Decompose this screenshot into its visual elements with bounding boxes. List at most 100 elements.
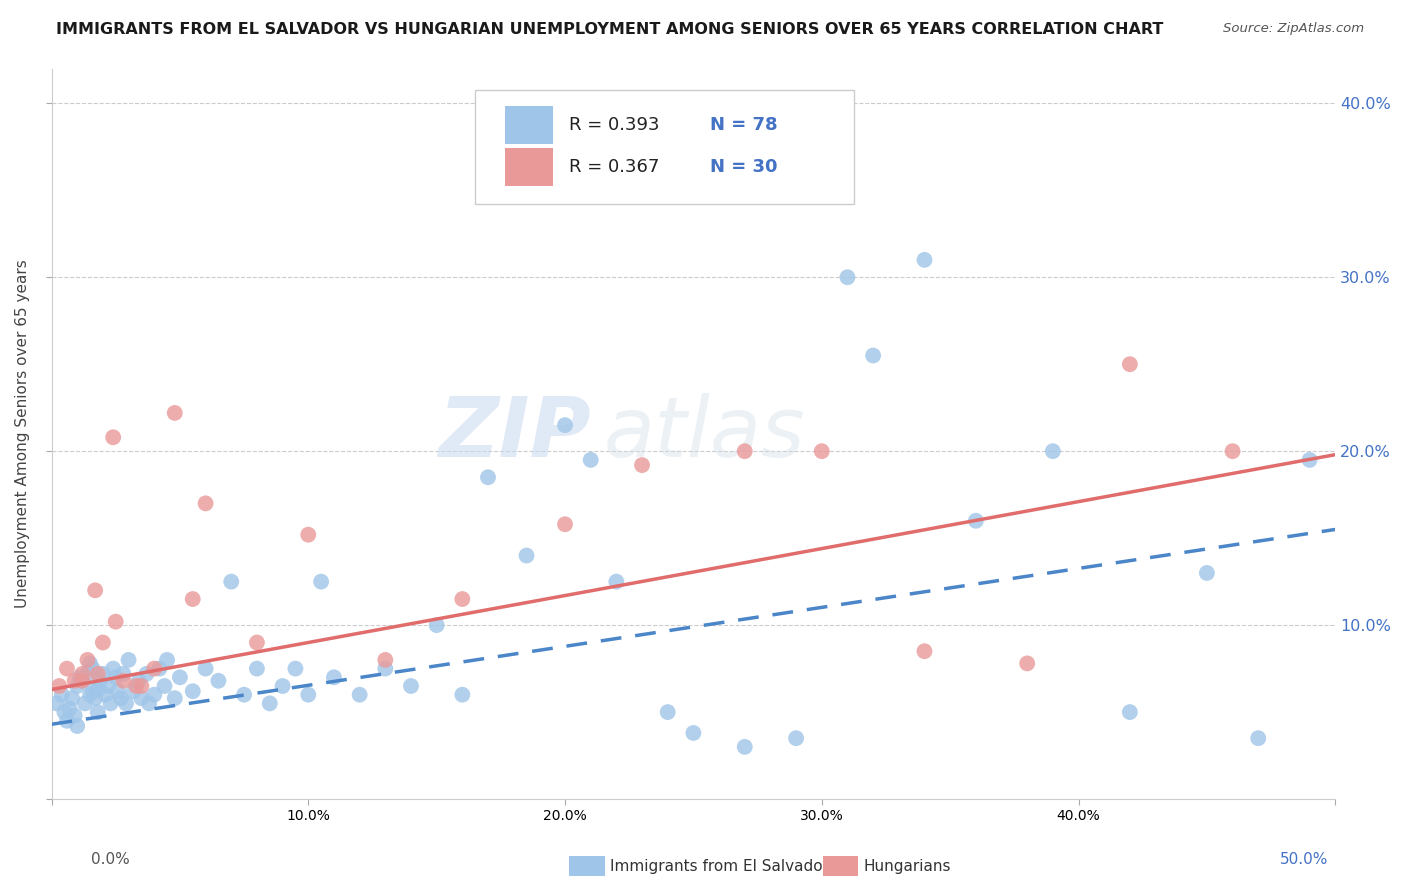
Point [554, 418, 576, 433]
Point [734, 739, 756, 754]
Point [101, 430, 124, 444]
Point [1119, 357, 1142, 371]
Point [79, 688, 101, 702]
Point [399, 679, 422, 693]
Point [682, 726, 704, 740]
Text: Hungarians: Hungarians [863, 859, 950, 873]
Point [84, 691, 107, 706]
Text: Source: ZipAtlas.com: Source: ZipAtlas.com [1223, 22, 1364, 36]
Point [233, 688, 256, 702]
Text: Immigrants from El Salvador: Immigrants from El Salvador [610, 859, 830, 873]
Point [349, 688, 371, 702]
Text: R = 0.393: R = 0.393 [569, 116, 659, 134]
Point [66, 719, 89, 733]
Y-axis label: Unemployment Among Seniors over 65 years: Unemployment Among Seniors over 65 years [15, 260, 30, 608]
Point [125, 679, 148, 693]
Point [104, 670, 127, 684]
Point [97, 679, 120, 693]
Point [73, 697, 96, 711]
Point [374, 653, 396, 667]
Point [297, 527, 319, 541]
Point [100, 697, 122, 711]
Point [153, 679, 176, 693]
Point [862, 349, 884, 363]
Point [89, 673, 111, 688]
Text: 50.0%: 50.0% [1281, 852, 1329, 867]
Point [148, 662, 170, 676]
Point [309, 574, 332, 589]
Point [91, 635, 114, 649]
Point [163, 406, 186, 420]
Point [76, 666, 98, 681]
Point [837, 270, 859, 285]
Point [181, 592, 204, 607]
Point [45, 697, 67, 711]
Point [84, 583, 107, 598]
Point [219, 574, 242, 589]
Point [1195, 566, 1218, 580]
Point [194, 662, 217, 676]
Point [246, 635, 269, 649]
Point [76, 653, 98, 667]
Point [87, 682, 110, 697]
FancyBboxPatch shape [475, 90, 853, 203]
Point [63, 708, 86, 723]
Point [104, 615, 127, 629]
Point [60, 691, 83, 706]
Point [1042, 444, 1064, 458]
Point [72, 673, 94, 688]
Point [72, 673, 94, 688]
Point [143, 688, 166, 702]
Point [579, 453, 602, 467]
Point [323, 670, 346, 684]
Point [271, 679, 294, 693]
Point [1119, 705, 1142, 719]
Point [56, 662, 79, 676]
Point [810, 444, 832, 458]
Point [107, 684, 129, 698]
Point [1247, 731, 1270, 746]
Point [143, 662, 166, 676]
Point [63, 673, 86, 688]
Point [115, 697, 138, 711]
Point [131, 679, 153, 693]
Point [48, 679, 70, 693]
Point [91, 666, 114, 681]
Point [87, 666, 110, 681]
Point [451, 592, 474, 607]
Text: N = 30: N = 30 [710, 158, 778, 176]
Point [169, 670, 191, 684]
Point [554, 517, 576, 532]
Text: atlas: atlas [603, 393, 806, 475]
Text: 0.0%: 0.0% [91, 852, 131, 867]
Point [194, 496, 217, 510]
Point [131, 691, 153, 706]
Point [156, 653, 179, 667]
Text: ZIP: ZIP [439, 393, 591, 475]
Point [734, 444, 756, 458]
Point [207, 673, 229, 688]
Point [1222, 444, 1244, 458]
Point [112, 673, 135, 688]
Point [53, 705, 76, 719]
Point [246, 662, 269, 676]
Point [101, 662, 124, 676]
Point [284, 662, 307, 676]
Point [477, 470, 499, 484]
Point [605, 574, 627, 589]
Point [163, 691, 186, 706]
Point [785, 731, 807, 746]
Point [56, 714, 79, 728]
Text: N = 78: N = 78 [710, 116, 778, 134]
Point [374, 662, 396, 676]
Point [1017, 657, 1039, 671]
Point [66, 679, 89, 693]
Point [1298, 453, 1320, 467]
Point [451, 688, 474, 702]
Point [79, 657, 101, 671]
Point [72, 666, 94, 681]
Point [181, 684, 204, 698]
Text: R = 0.367: R = 0.367 [569, 158, 659, 176]
Point [110, 691, 132, 706]
Point [135, 666, 157, 681]
